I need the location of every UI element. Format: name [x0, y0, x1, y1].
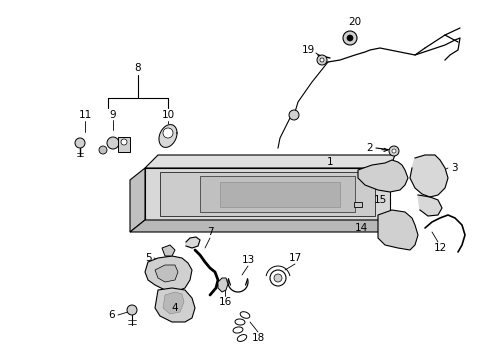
Text: 16: 16: [218, 297, 231, 307]
Circle shape: [273, 274, 282, 282]
Circle shape: [342, 31, 356, 45]
Text: 17: 17: [288, 253, 301, 263]
Circle shape: [127, 305, 137, 315]
Circle shape: [75, 138, 85, 148]
Text: 3: 3: [450, 163, 456, 173]
Text: 7: 7: [206, 227, 213, 237]
Text: 12: 12: [432, 243, 446, 253]
Polygon shape: [155, 288, 195, 322]
Circle shape: [346, 35, 352, 41]
Polygon shape: [145, 155, 394, 168]
Text: 14: 14: [354, 223, 367, 233]
Text: 11: 11: [78, 110, 91, 120]
Text: 5: 5: [144, 253, 151, 263]
Circle shape: [107, 137, 119, 149]
Circle shape: [388, 146, 398, 156]
Polygon shape: [357, 160, 407, 192]
Polygon shape: [409, 155, 447, 197]
Text: 2: 2: [366, 143, 372, 153]
Polygon shape: [145, 256, 192, 292]
Text: 20: 20: [348, 17, 361, 27]
Polygon shape: [155, 265, 178, 282]
Text: 8: 8: [134, 63, 141, 73]
Text: 15: 15: [373, 195, 386, 205]
Polygon shape: [163, 292, 183, 314]
Polygon shape: [145, 168, 389, 220]
Polygon shape: [417, 195, 441, 216]
Polygon shape: [130, 168, 145, 232]
Polygon shape: [200, 176, 354, 212]
Polygon shape: [185, 237, 200, 248]
Circle shape: [391, 149, 395, 153]
Circle shape: [121, 139, 127, 145]
Text: 13: 13: [241, 255, 254, 265]
Circle shape: [99, 146, 107, 154]
Polygon shape: [220, 182, 339, 207]
Polygon shape: [218, 278, 227, 292]
Text: 10: 10: [161, 110, 174, 120]
Circle shape: [288, 110, 298, 120]
Text: 6: 6: [108, 310, 115, 320]
Circle shape: [319, 58, 324, 62]
Text: 9: 9: [109, 110, 116, 120]
Text: 4: 4: [171, 303, 178, 313]
Bar: [353, 202, 361, 207]
Polygon shape: [118, 137, 130, 152]
Circle shape: [163, 128, 173, 138]
Polygon shape: [377, 210, 417, 250]
Polygon shape: [130, 220, 389, 232]
Polygon shape: [162, 245, 175, 256]
Text: 19: 19: [301, 45, 314, 55]
Text: 1: 1: [326, 157, 333, 167]
Text: 18: 18: [251, 333, 264, 343]
Circle shape: [316, 55, 326, 65]
Polygon shape: [159, 125, 177, 147]
Polygon shape: [160, 172, 374, 216]
